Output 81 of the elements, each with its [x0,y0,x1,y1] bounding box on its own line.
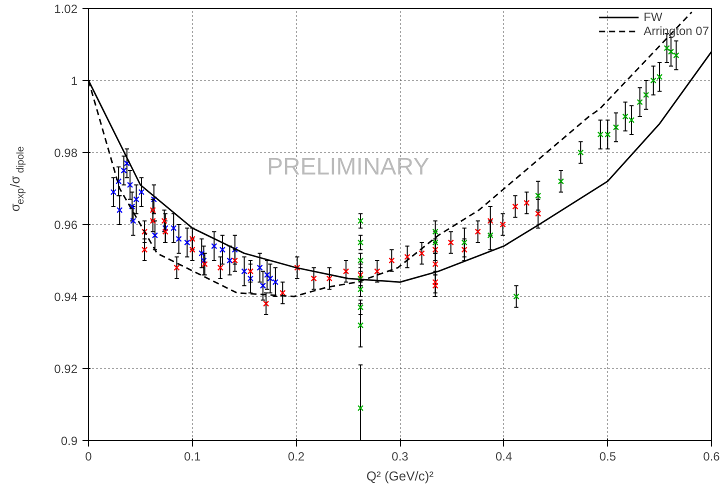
point [294,264,300,271]
point [357,405,364,412]
point [141,228,148,235]
point [448,239,454,246]
point [513,293,520,300]
y-tick-label: 1.02 [54,2,78,16]
x-tick-label: 0.1 [184,450,201,464]
x-axis-title: Q² (GeV/c)² [366,468,434,484]
point [612,124,620,130]
point [643,92,650,98]
point [267,275,274,282]
point [184,239,190,246]
point [202,261,208,268]
point [673,52,680,58]
x-tick-label: 0.5 [599,450,616,464]
point [668,48,674,55]
point [170,225,177,232]
point [211,243,218,250]
point [524,200,530,206]
point [432,282,438,289]
point [110,189,116,196]
point [310,275,317,282]
point [628,117,635,124]
point [342,268,350,274]
point [272,279,278,286]
y-tick-label: 0.96 [54,218,78,232]
point [432,279,438,286]
point [124,160,130,166]
point [578,149,584,156]
point [116,178,122,184]
y-tick-label: 1 [70,74,78,88]
point [174,264,180,271]
point [418,250,425,256]
point [260,282,266,289]
point [622,113,628,120]
x-tick-label: 0.2 [288,450,305,464]
y-tick-label: 0.94 [54,290,78,304]
point [500,221,506,228]
point [656,74,663,80]
point [357,218,364,224]
point [198,250,205,256]
point [474,228,481,235]
point [264,272,270,278]
point [326,275,332,282]
point [357,322,364,328]
point [512,203,518,210]
point [636,99,643,106]
point [226,257,233,264]
x-tick-label: 0.3 [392,450,409,464]
point [461,246,468,253]
point [374,268,380,274]
legend-label: FW [644,10,664,24]
y-tick-label: 0.9 [60,434,78,448]
y-tick-label: 0.98 [54,146,78,160]
point [219,246,226,253]
point [558,178,564,184]
point [262,300,270,307]
point [650,77,656,84]
point [133,196,140,202]
point [141,246,148,253]
point [404,254,410,260]
y-axis-title: σexp/σdipole [8,146,26,212]
y-tick-label: 0.92 [54,362,78,376]
point [200,257,207,264]
point [280,290,286,296]
annotation: PRELIMINARY [266,153,430,180]
point [357,239,364,246]
x-tick-label: 0.4 [495,450,512,464]
point [126,182,134,188]
point [241,268,248,274]
point [116,207,123,214]
point [247,268,254,274]
point [176,236,182,242]
point [256,264,263,271]
x-tick-label: 0 [85,450,92,464]
point [664,45,670,52]
point [120,167,127,174]
point [388,257,395,264]
x-tick-label: 0.6 [703,450,720,464]
point [138,189,145,196]
legend-label: Arrington 07 [644,24,709,38]
